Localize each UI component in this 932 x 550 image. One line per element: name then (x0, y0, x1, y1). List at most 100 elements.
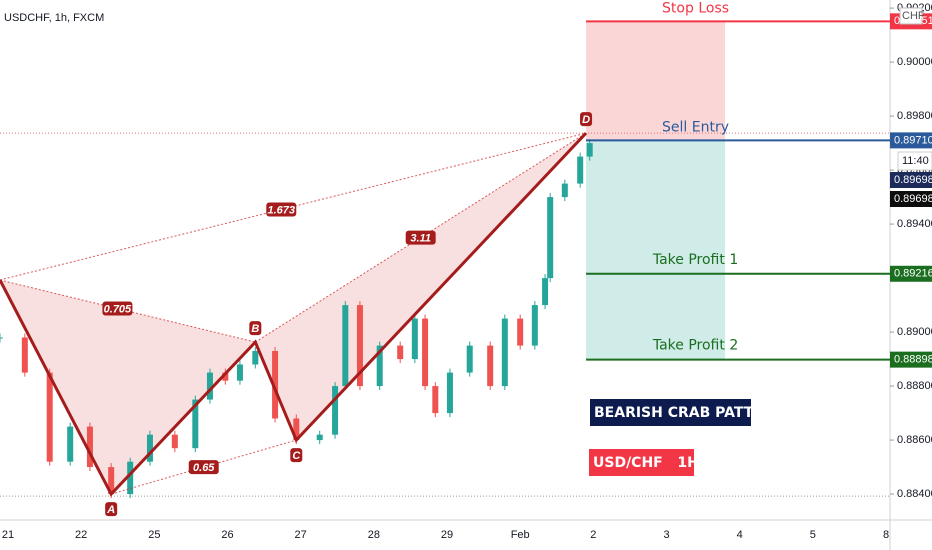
point-label: D (582, 114, 590, 126)
x-tick-label: 3 (663, 529, 669, 541)
ratio-badge (102, 301, 133, 316)
x-tick-label: 26 (221, 529, 233, 541)
x-tick-label: Feb (511, 529, 530, 541)
price-tag-label: 0.88898 (894, 354, 932, 366)
annotation-badge (589, 449, 694, 476)
ratio-line (0, 132, 587, 281)
candle-body (222, 372, 229, 381)
candle-body (46, 372, 53, 462)
candle-body (561, 183, 568, 198)
candle-body (531, 305, 538, 346)
x-tick-label: 22 (75, 529, 87, 541)
candle-body (67, 426, 74, 462)
candle-body (586, 143, 593, 157)
risk-zone (586, 21, 726, 141)
candle-body (192, 399, 199, 449)
candle-body (356, 305, 363, 387)
annotation: USD/CHF 1HR (593, 455, 710, 471)
ratio-label: 0.705 (104, 303, 132, 315)
countdown-label: 11:40 (902, 155, 929, 167)
pattern-triangle (0, 279, 256, 495)
price-tag-label: 0.89698 (894, 193, 932, 205)
currency-label: CHF (902, 10, 925, 22)
x-tick-label: 8 (883, 529, 889, 541)
candle-body (0, 337, 3, 339)
countdown-tag (897, 151, 932, 171)
level-name: Sell Entry (662, 119, 729, 135)
candle-body (397, 345, 404, 360)
point-badge (580, 112, 593, 127)
currency-tag (899, 7, 923, 25)
candle-body (127, 461, 134, 495)
candle-body (446, 372, 453, 414)
x-tick-label: 27 (295, 529, 307, 541)
candle-body (411, 318, 418, 360)
point-label: C (292, 450, 301, 462)
price-tag-label: 0.89216 (894, 268, 932, 280)
candle-body (422, 318, 429, 387)
point-badge (105, 502, 118, 517)
candle-body (252, 350, 259, 365)
level-name: Take Profit 1 (652, 252, 738, 268)
x-tick-label: 2 (590, 529, 596, 541)
point-label: B (251, 323, 259, 335)
ratio-badge (405, 230, 436, 245)
candle-body (547, 197, 554, 279)
ratio-line (255, 132, 587, 343)
price-tag (890, 172, 932, 188)
x-tick-label: 21 (2, 529, 14, 541)
point-badge (290, 448, 303, 463)
chart-title: USDCHF, 1h, FXCM (4, 12, 104, 24)
x-tick-label: 28 (368, 529, 380, 541)
ratio-label: 1.673 (268, 204, 296, 216)
candle-body (432, 386, 439, 414)
x-tick-label: 4 (737, 529, 743, 541)
level-name: Take Profit 2 (652, 338, 738, 354)
price-tag (890, 191, 932, 207)
candle-body (517, 318, 524, 346)
price-tag (890, 265, 932, 282)
ratio-badge (188, 460, 219, 475)
price-tag-label: 0.89710 (894, 134, 932, 146)
candle-body (272, 350, 279, 419)
candle-body (376, 345, 383, 387)
candle-body (316, 434, 323, 441)
price-tag (890, 351, 932, 368)
candle-body (466, 345, 473, 373)
candle-body (171, 434, 178, 449)
price-tag (890, 132, 932, 149)
price-tag-label: 0.89698 (894, 174, 932, 186)
candle-body (146, 434, 153, 462)
candle-body (501, 318, 508, 387)
candle-body (206, 372, 213, 400)
point-badge (249, 321, 262, 336)
x-tick-label: 5 (810, 529, 816, 541)
y-tick-label: 0.90000 (897, 56, 932, 68)
ratio-badge (266, 202, 297, 217)
reward-zone (586, 140, 726, 360)
candle-body (21, 337, 28, 373)
pattern-line (0, 132, 588, 497)
ratio-label: 0.65 (193, 462, 215, 474)
candle-body (293, 418, 300, 441)
x-tick-label: 29 (441, 529, 453, 541)
annotation-badge (590, 399, 751, 426)
candle-body (236, 364, 243, 381)
candle-body (487, 345, 494, 387)
annotation: BEARISH CRAB PATTERN (594, 405, 785, 421)
pattern-triangle (255, 133, 587, 441)
ratio-label: 3.11 (410, 232, 431, 244)
point-label: A (106, 504, 115, 516)
candle-body (542, 278, 549, 306)
level-name: Stop Loss (662, 0, 729, 16)
candle-body (332, 386, 339, 435)
x-tick-label: 25 (148, 529, 160, 541)
